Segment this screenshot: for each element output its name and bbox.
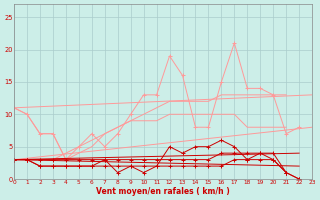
X-axis label: Vent moyen/en rafales ( km/h ): Vent moyen/en rafales ( km/h ) bbox=[96, 187, 230, 196]
